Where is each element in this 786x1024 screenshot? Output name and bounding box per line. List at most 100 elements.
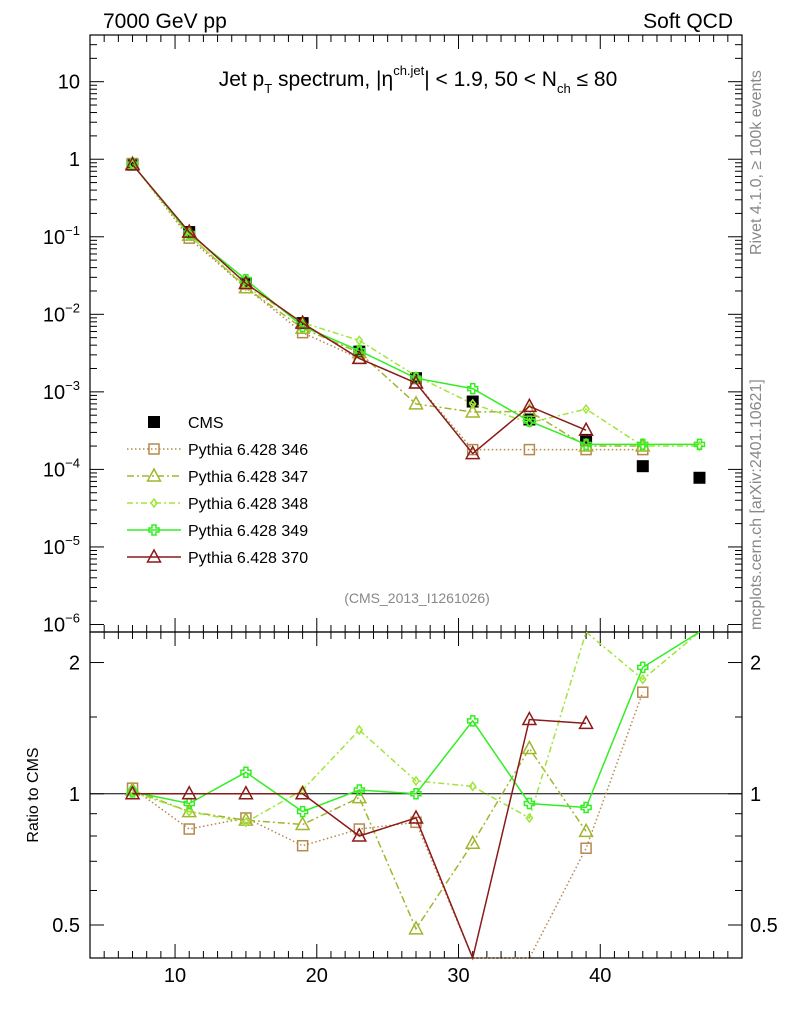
legend-label: Pythia 6.428 348 (188, 496, 308, 513)
legend-marker (146, 548, 162, 563)
y-tick-base: 10 (43, 537, 65, 559)
main-data-point (637, 438, 649, 451)
ratio-data-point (523, 797, 536, 810)
ratio-data-point (408, 920, 424, 935)
ratio-data-point (183, 797, 195, 810)
ratio-data-point (638, 674, 647, 685)
y-tick-exponent: −1 (65, 223, 80, 238)
ratio-data-point (578, 822, 594, 838)
main-data-point (124, 156, 141, 171)
ratio-data-point (466, 715, 479, 727)
ratio-data-point (183, 823, 195, 835)
header-category-label: Soft QCD (643, 10, 733, 33)
y-tick-label: 10−6 (43, 610, 80, 636)
main-series-pythia-6-428-349 (126, 158, 706, 451)
main-data-point (466, 382, 479, 395)
ratio-data-point (241, 817, 250, 828)
ratio-data-point (181, 785, 197, 800)
y-tick-base: 10 (43, 382, 65, 404)
y-tick-label: 1 (69, 149, 80, 171)
ratio-y-axis-label: Ratio to CMS (25, 747, 42, 842)
ratio-axis-ticks: 2 2 1 1 0.5 0.5 10 20 30 40 (52, 632, 778, 987)
x-tick-label: 20 (306, 965, 328, 987)
ratio-series-layer (124, 630, 700, 961)
ratio-series-line (132, 691, 644, 959)
ratio-data-point (578, 714, 594, 730)
x-tick-label: 30 (447, 965, 469, 987)
ratio-data-point (464, 834, 481, 849)
main-data-point (693, 471, 706, 484)
main-series-cms (126, 158, 706, 484)
y-tick-exponent: −3 (65, 378, 80, 393)
ratio-data-point (412, 775, 420, 787)
main-series-line (131, 164, 587, 455)
y-tick-label: 10−2 (43, 300, 80, 326)
ratio-data-point (637, 686, 649, 698)
x-tick-label: 10 (164, 965, 186, 987)
main-data-point (181, 223, 197, 238)
ratio-y-tick-label-left: 2 (69, 653, 80, 675)
legend-label: Pythia 6.428 346 (188, 442, 308, 459)
legend-item: Pythia 6.428 346 (127, 442, 308, 459)
ratio-series-line (132, 718, 587, 961)
legend-marker (148, 416, 160, 428)
mcplots-credit-text: mcplots.cern.ch [arXiv:2401.10621] (748, 379, 765, 630)
y-tick-label: 10−1 (43, 223, 80, 249)
y-tick-base: 10 (43, 227, 65, 249)
rivet-version-text: Rivet 4.1.0, ≥ 100k events (748, 70, 765, 255)
main-data-point (523, 415, 536, 427)
main-data-point (351, 349, 368, 365)
ratio-data-point (296, 805, 309, 818)
ratio-data-point (238, 785, 254, 800)
ratio-data-point (294, 785, 311, 800)
main-series-pythia-6-428-347 (124, 155, 651, 452)
main-series-layer (124, 155, 706, 484)
main-plot-frame (89, 34, 743, 633)
main-data-point (636, 460, 649, 473)
x-tick-label: 40 (589, 965, 611, 987)
ratio-y-tick-label-right: 2 (750, 653, 761, 675)
main-series-pythia-6-428-370 (124, 156, 594, 460)
ratio-series-pythia-6-428-370 (124, 710, 594, 961)
ratio-data-point (468, 781, 477, 792)
main-data-point (523, 443, 536, 456)
ratio-data-point (294, 815, 311, 831)
main-data-point (408, 374, 424, 389)
main-data-point (294, 314, 311, 329)
y-tick-label: 10 (58, 72, 80, 94)
main-data-point (693, 438, 706, 451)
legend-label: Pythia 6.428 349 (188, 523, 308, 540)
main-chart-title: Jet pT spectrum, |ηch.jet| < 1.9, 50 < N… (219, 63, 618, 96)
ratio-data-point (408, 809, 424, 824)
main-data-point (410, 372, 422, 384)
y-tick-exponent: −2 (65, 300, 80, 315)
main-data-point (238, 274, 254, 290)
legend-label: Pythia 6.428 370 (188, 550, 308, 567)
main-data-point (580, 438, 592, 451)
ratio-series-pythia-6-428-347 (124, 739, 594, 935)
main-series-line (131, 163, 643, 447)
main-series-pythia-6-428-346 (126, 157, 649, 456)
y-tick-base: 10 (43, 459, 65, 481)
ratio-data-point (296, 839, 309, 852)
main-data-point (578, 421, 594, 436)
main-data-point (521, 397, 538, 413)
ratio-data-point (351, 827, 368, 842)
ratio-series-line (132, 631, 700, 813)
y-tick-base: 10 (43, 304, 65, 326)
ratio-data-point (240, 766, 252, 779)
ratio-data-point (525, 812, 534, 824)
legend-marker (148, 524, 160, 536)
ratio-data-point (353, 823, 366, 835)
ratio-data-point (355, 724, 364, 736)
ratio-data-point (580, 801, 592, 814)
main-series-pythia-6-428-348 (128, 159, 704, 452)
ratio-data-point (124, 785, 141, 800)
main-data-point (183, 227, 195, 240)
ratio-data-point (521, 739, 538, 755)
legend: CMS Pythia 6.428 346 Pythia 6.428 347 Pythi… (127, 415, 308, 567)
ratio-data-point (637, 661, 649, 674)
ratio-y-tick-label-right: 0.5 (750, 915, 778, 937)
